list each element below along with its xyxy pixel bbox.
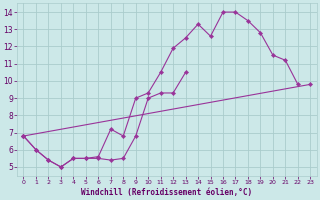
X-axis label: Windchill (Refroidissement éolien,°C): Windchill (Refroidissement éolien,°C) [81,188,252,197]
